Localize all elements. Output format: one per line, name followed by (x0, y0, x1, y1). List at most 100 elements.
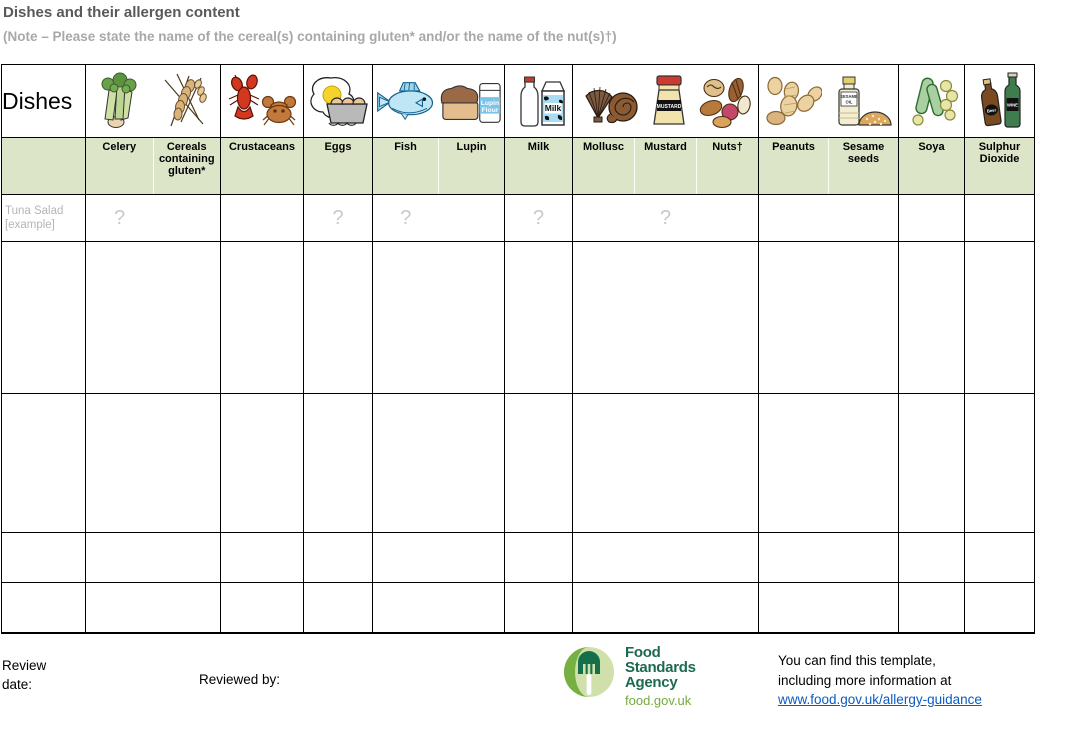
cereals-gluten-icon (164, 73, 207, 127)
allergen-label-row: Celery Cereals containing gluten* Crusta… (1, 137, 1035, 195)
label-fish: Fish (394, 141, 417, 153)
label-eggs: Eggs (324, 141, 352, 153)
page-title: Dishes and their allergen content (3, 4, 240, 21)
allergen-table: Dishes (1, 64, 1035, 634)
label-crustaceans: Crustaceans (228, 141, 296, 153)
example-cell-sulphur[interactable] (964, 194, 1035, 242)
allergen-cell[interactable] (303, 393, 373, 533)
allergen-cell[interactable] (964, 393, 1035, 533)
label-cell-celery-cereals: Celery Cereals containing gluten* (85, 137, 221, 195)
label-cell-sulphur: Sulphur Dioxide (964, 137, 1035, 195)
allergen-cell[interactable] (572, 393, 759, 533)
crustaceans-icon-cell (220, 64, 304, 138)
allergen-cell[interactable] (964, 532, 1035, 583)
example-cell-eggs[interactable]: ? (303, 194, 373, 242)
table-row (1, 532, 1035, 583)
review-date-label: Review date: (2, 658, 47, 692)
sulphur-dioxide-icon: Beer WINE (980, 72, 1021, 128)
allergen-cell[interactable] (303, 241, 373, 394)
label-cell-eggs: Eggs (303, 137, 373, 195)
allergen-cell[interactable] (220, 241, 304, 394)
example-cell-peanuts-sesame[interactable] (758, 194, 899, 242)
allergen-cell[interactable] (220, 582, 304, 634)
crustaceans-icon (228, 74, 297, 126)
fsa-fork-icon (564, 647, 614, 697)
allergen-cell[interactable] (372, 241, 505, 394)
label-soya: Soya (918, 141, 945, 153)
sulphur-dioxide-icon-cell: Beer WINE (964, 64, 1035, 138)
example-mark-eggs: ? (332, 206, 344, 229)
example-cell-fish-lupin[interactable]: ? (372, 194, 505, 242)
svg-text:SESAME: SESAME (840, 94, 858, 99)
fsa-logo-url: food.gov.uk (625, 693, 692, 708)
label-cell-blank (1, 137, 86, 195)
allergen-cell[interactable] (303, 582, 373, 634)
allergen-cell[interactable] (504, 393, 573, 533)
eggs-icon-cell (303, 64, 373, 138)
soya-icon (911, 77, 958, 126)
allergen-cell[interactable] (85, 532, 221, 583)
svg-text:Flour: Flour (481, 107, 498, 114)
label-lupin: Lupin (438, 138, 504, 194)
allergen-cell[interactable] (303, 532, 373, 583)
table-row (1, 241, 1035, 394)
label-celery: Celery (102, 141, 137, 153)
allergen-cell[interactable] (758, 532, 899, 583)
example-cell-milk[interactable]: ? (504, 194, 573, 242)
allergen-cell[interactable] (964, 582, 1035, 634)
allergen-cell[interactable] (504, 582, 573, 634)
svg-text:OIL: OIL (846, 100, 853, 105)
allergen-cell[interactable] (85, 393, 221, 533)
allergen-cell[interactable] (758, 241, 899, 394)
allergen-cell[interactable] (572, 582, 759, 634)
allergen-cell[interactable] (572, 532, 759, 583)
peanuts-sesame-icon-cell: SESAME OIL (758, 64, 899, 138)
reviewed-by-label: Reviewed by: (199, 672, 281, 687)
dish-name-cell[interactable] (1, 393, 86, 533)
example-dish-cell[interactable]: Tuna Salad [example] (1, 194, 86, 242)
example-mark-fish: ? (400, 206, 412, 229)
allergen-cell[interactable] (85, 241, 221, 394)
milk-icon-cell: Milk (504, 64, 573, 138)
allergen-cell[interactable] (220, 532, 304, 583)
example-cell-crustaceans[interactable] (220, 194, 304, 242)
example-cell-mollusc-mustard-nuts[interactable]: ? (572, 194, 759, 242)
label-mollusc: Mollusc (583, 141, 624, 153)
fish-lupin-icon-cell: Lupin Flour (372, 64, 505, 138)
label-peanuts: Peanuts (772, 141, 815, 153)
allergen-cell[interactable] (898, 532, 965, 583)
page-note: (Note – Please state the name of the cer… (3, 29, 617, 44)
example-mark-milk: ? (532, 206, 545, 229)
allergen-cell[interactable] (372, 532, 505, 583)
allergen-cell[interactable] (372, 393, 505, 533)
allergen-cell[interactable] (504, 241, 573, 394)
svg-text:Milk: Milk (544, 103, 561, 113)
dish-name-cell[interactable] (1, 532, 86, 583)
allergen-cell[interactable] (372, 582, 505, 634)
label-cell-fish-lupin: Fish Lupin (372, 137, 505, 195)
svg-text:MUSTARD: MUSTARD (657, 104, 682, 110)
allergen-cell[interactable] (504, 532, 573, 583)
dishes-header-label: Dishes (2, 87, 73, 114)
example-cell-soya[interactable] (898, 194, 965, 242)
mollusc-mustard-nuts-icon-cell: MUSTARD (572, 64, 759, 138)
allergen-cell[interactable] (758, 393, 899, 533)
example-cell-celery-cereals[interactable]: ? (85, 194, 221, 242)
label-cell-crustaceans: Crustaceans (220, 137, 304, 195)
template-info-line1: You can find this template, (778, 653, 936, 668)
allergen-cell[interactable] (964, 241, 1035, 394)
dish-name-cell[interactable] (1, 582, 86, 634)
allergen-cell[interactable] (898, 582, 965, 634)
label-nuts: Nuts† (696, 138, 758, 194)
allergen-cell[interactable] (220, 393, 304, 533)
svg-text:WINE: WINE (1007, 103, 1018, 108)
allergen-cell[interactable] (898, 241, 965, 394)
allergen-cell[interactable] (572, 241, 759, 394)
allergen-cell[interactable] (898, 393, 965, 533)
table-row (1, 582, 1035, 634)
allergy-guidance-link[interactable]: www.food.gov.uk/allergy-guidance (778, 692, 982, 707)
dish-name-cell[interactable] (1, 241, 86, 394)
label-cell-peanuts-sesame: Peanuts Sesame seeds (758, 137, 899, 195)
allergen-cell[interactable] (85, 582, 221, 634)
allergen-cell[interactable] (758, 582, 899, 634)
